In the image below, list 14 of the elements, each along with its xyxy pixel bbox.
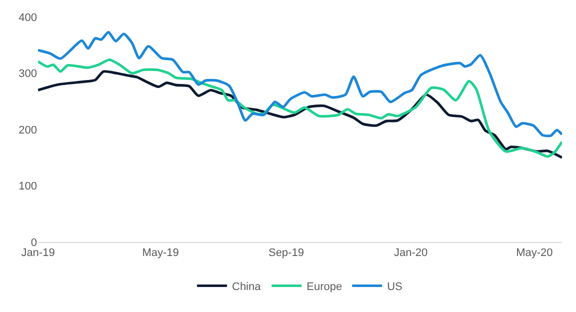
legend-label: Europe (306, 281, 342, 294)
x-tick-label: May-20 (516, 247, 553, 260)
x-tick-label: May-19 (142, 247, 179, 260)
y-tick-label: 400 (18, 12, 37, 24)
legend-label: China (232, 281, 262, 294)
y-tick-label: 200 (18, 124, 37, 136)
x-tick-label: Jan-19 (21, 247, 55, 260)
x-tick-label: Sep-19 (268, 247, 304, 260)
y-tick-label: 300 (18, 68, 37, 80)
y-tick-label: 100 (18, 180, 37, 193)
y-tick-label: 0 (30, 236, 37, 249)
line-series (38, 30, 562, 138)
x-tick-label: Jan-20 (394, 247, 428, 260)
legend-label: US (387, 281, 402, 294)
